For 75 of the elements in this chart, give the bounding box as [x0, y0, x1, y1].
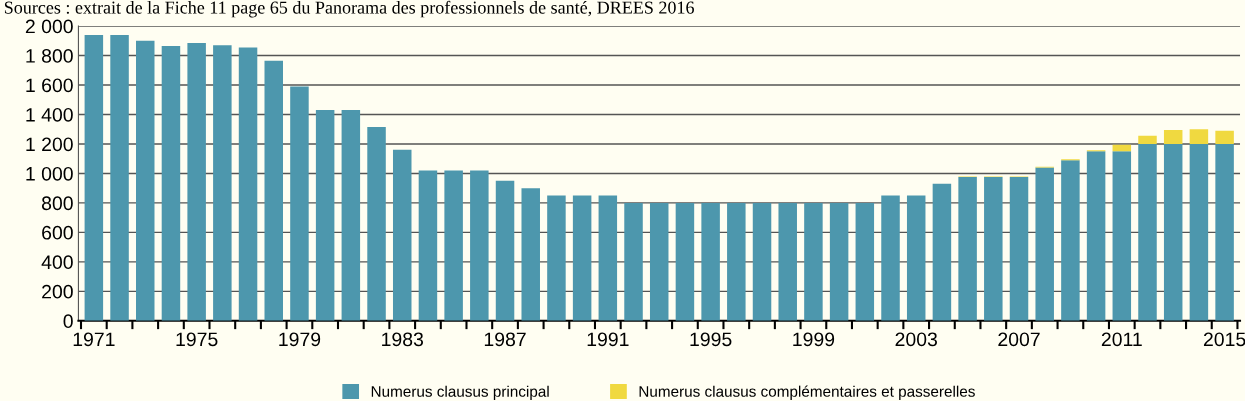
x-tick-label: 1991 [587, 332, 629, 347]
bar [1086, 151, 1106, 321]
x-tick-label: 2007 [998, 332, 1040, 347]
bar [932, 183, 952, 321]
bar [521, 188, 540, 321]
bar [161, 45, 181, 321]
bar [701, 202, 720, 321]
y-tick-label: 800 [41, 196, 73, 211]
y-tick-label: 0 [63, 314, 73, 329]
bar [187, 43, 206, 321]
bar [1138, 135, 1157, 144]
bar [649, 202, 669, 321]
bar [881, 195, 900, 321]
bar [418, 170, 438, 321]
bar [829, 202, 849, 321]
y-tick-label: 1 200 [26, 137, 73, 152]
bar [238, 47, 258, 321]
bar [958, 177, 977, 321]
bar [984, 177, 1003, 321]
bar [392, 149, 412, 321]
bar [855, 202, 875, 321]
bar [444, 170, 463, 321]
bar [727, 202, 746, 321]
bar [84, 34, 104, 321]
bar [315, 110, 335, 321]
x-tick-label: 2011 [1101, 332, 1142, 347]
x-tick-label: 1995 [690, 332, 732, 347]
legend-label: Numerus clausus complémentaires et passerelles [639, 385, 975, 400]
bar [752, 202, 772, 321]
bar [675, 202, 695, 321]
y-tick-label: 1 600 [26, 78, 73, 93]
bar [906, 195, 926, 321]
y-tick-label: 600 [42, 225, 73, 240]
bar [264, 60, 283, 321]
bar [778, 202, 797, 321]
bar [470, 170, 489, 321]
source-note: Sources : extrait de la Fiche 11 page 65 du Panorama des professionnels de santé, DREES 2016 [4, 0, 694, 18]
bar [1163, 129, 1183, 144]
bar [624, 202, 643, 321]
bar [136, 40, 155, 321]
bar [213, 45, 232, 321]
bar [495, 180, 515, 321]
bar [110, 34, 129, 321]
bar [1061, 160, 1080, 321]
bar [1035, 167, 1054, 321]
y-tick-label: 1 400 [26, 107, 73, 122]
bar [572, 195, 592, 321]
bar [1138, 143, 1157, 321]
x-tick-label: 1983 [382, 332, 424, 347]
bar [598, 195, 618, 321]
x-tick-label: 1999 [793, 332, 835, 347]
bar [1189, 143, 1209, 321]
y-tick-label: 1 000 [26, 166, 73, 181]
bar [1112, 151, 1132, 321]
bar [1215, 130, 1234, 144]
bar [1189, 129, 1209, 144]
x-tick-label: 1979 [279, 332, 321, 347]
x-tick-label: 1975 [176, 332, 218, 347]
bar [1163, 143, 1183, 321]
bar [804, 202, 823, 321]
y-tick-label: 1 800 [26, 49, 73, 63]
bar [1009, 177, 1029, 321]
bar [367, 127, 386, 321]
bar [1215, 143, 1234, 321]
bar [290, 86, 309, 321]
x-tick-label: 2015 [1203, 332, 1245, 347]
x-tick-label: 1987 [484, 332, 526, 347]
legend-label: Numerus clausus principal [371, 385, 549, 400]
y-tick-label: 200 [42, 284, 73, 299]
bar [547, 195, 566, 321]
x-tick-label: 1971 [73, 332, 115, 347]
y-tick-label: 400 [41, 255, 73, 270]
x-tick-label: 2003 [895, 332, 937, 347]
bar [341, 110, 361, 321]
y-tick-label: 2 000 [25, 19, 73, 34]
